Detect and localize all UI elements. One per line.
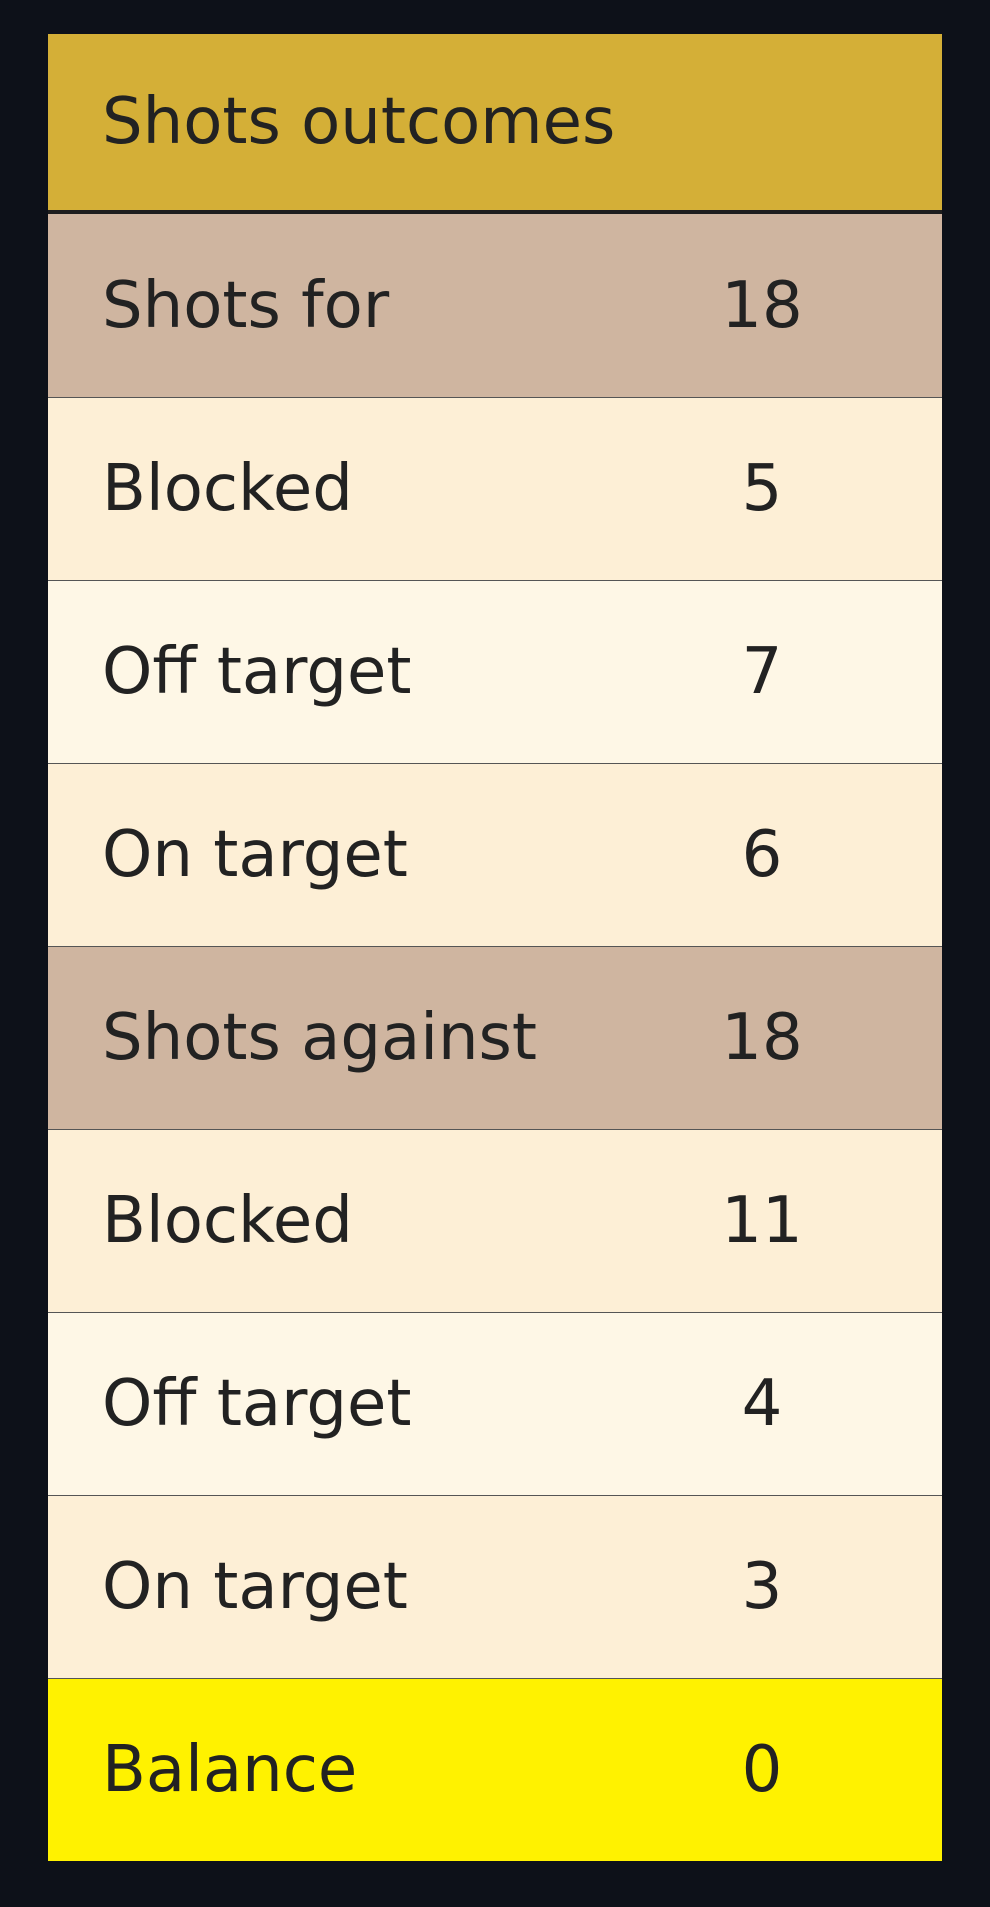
table-row: On target 3	[48, 1495, 942, 1678]
row-value: 3	[741, 1550, 783, 1624]
row-label: Shots for	[102, 268, 390, 343]
row-label: Off target	[102, 1367, 412, 1441]
section-row: Shots against 18	[48, 946, 942, 1129]
row-label: Off target	[102, 635, 412, 709]
shots-outcomes-table: Shots outcomes Shots for 18 Blocked 5 Off ta…	[48, 34, 942, 1861]
table-body: Shots for 18 Blocked 5 Off target 7 On target 6…	[48, 214, 942, 1861]
row-value: 11	[721, 1184, 803, 1258]
table-title: Shots outcomes	[102, 85, 616, 159]
row-value: 6	[741, 818, 783, 892]
row-label: Blocked	[102, 452, 353, 526]
row-label: Shots against	[102, 1001, 537, 1075]
row-value: 7	[741, 635, 783, 709]
row-value: 18	[721, 1001, 803, 1075]
table-row: Blocked 11	[48, 1129, 942, 1312]
table-row: Off target 7	[48, 580, 942, 763]
row-value: 5	[741, 452, 783, 526]
balance-row: Balance 0	[48, 1678, 942, 1861]
row-value: 18	[721, 268, 803, 343]
row-label: Balance	[102, 1733, 358, 1807]
table-header: Shots outcomes	[48, 34, 942, 214]
row-label: On target	[102, 1550, 408, 1624]
row-value: 4	[741, 1367, 783, 1441]
table-row: On target 6	[48, 763, 942, 946]
row-label: Blocked	[102, 1184, 353, 1258]
table-row: Off target 4	[48, 1312, 942, 1495]
row-label: On target	[102, 818, 408, 892]
table-row: Blocked 5	[48, 397, 942, 580]
section-row: Shots for 18	[48, 214, 942, 397]
row-value: 0	[741, 1733, 783, 1807]
